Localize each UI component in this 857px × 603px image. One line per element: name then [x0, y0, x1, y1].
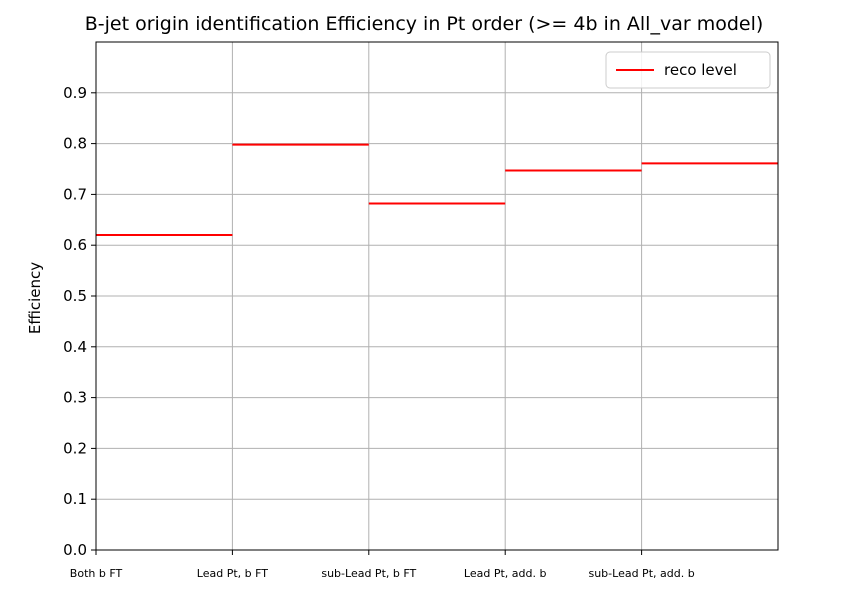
y-tick-label: 0.0 [63, 541, 87, 559]
y-tick-label: 0.3 [63, 389, 87, 407]
y-tick-label: 0.9 [63, 84, 87, 102]
axes-layer: 0.0 0.1 0.2 0.3 0.4 0.5 0.6 0.7 0.8 0.9 Both b FT L… [63, 41, 779, 580]
legend-box [605, 51, 771, 89]
plot-frame [95, 41, 779, 551]
y-tick-label: 0.6 [63, 236, 87, 254]
y-tick-label: 0.2 [63, 439, 87, 457]
x-tick-label: sub-Lead Pt, add. b [588, 567, 694, 580]
chart-title: B-jet origin identification Efficiency i… [85, 13, 764, 35]
x-tick-label: Lead Pt, b FT [197, 567, 268, 580]
x-tick-label: Lead Pt, add. b [464, 567, 547, 580]
y-tick-label: 0.1 [63, 490, 87, 508]
legend-label: reco level [664, 61, 737, 79]
grid-layer [96, 42, 778, 550]
y-tick-label: 0.4 [63, 338, 87, 356]
legend: reco level [605, 51, 771, 89]
series-layer [96, 143, 778, 237]
y-tick-label: 0.8 [63, 135, 87, 153]
y-tick-label: 0.7 [63, 185, 87, 203]
y-axis-label: Efficiency [26, 262, 44, 334]
y-tick-label: 0.5 [63, 287, 87, 305]
x-tick-label: sub-Lead Pt, b FT [321, 567, 416, 580]
x-tick-label: Both b FT [70, 567, 123, 580]
